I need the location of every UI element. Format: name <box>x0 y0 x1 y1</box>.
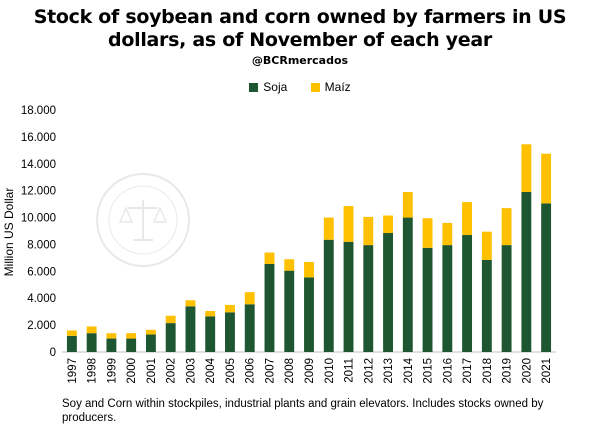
x-tick-label: 2009 <box>304 358 316 384</box>
x-tick-label: 2004 <box>205 357 217 383</box>
bar-maiz-2012 <box>363 216 374 246</box>
x-tick-label: 2006 <box>245 358 257 384</box>
bar-soja-2000 <box>126 338 137 352</box>
x-tick-label: 2000 <box>126 358 138 384</box>
bar-maiz-2011 <box>343 206 354 242</box>
bar-maiz-2000 <box>126 333 137 339</box>
bar-soja-2003 <box>185 306 196 352</box>
x-tick-label: 1998 <box>87 358 99 384</box>
x-tick-label: 2005 <box>225 358 237 384</box>
y-tick-label: 18.000 <box>21 105 56 117</box>
x-tick-label: 2007 <box>264 358 276 384</box>
bar-soja-2012 <box>363 245 374 352</box>
y-tick-label: 16.000 <box>21 132 56 144</box>
legend-item-maiz: Maíz <box>310 80 351 94</box>
legend-item-soja: Soja <box>249 80 287 94</box>
x-tick-label: 2017 <box>462 358 474 384</box>
x-tick-label: 2008 <box>284 358 296 384</box>
bar-maiz-1999 <box>106 333 117 339</box>
bar-soja-2019 <box>501 245 512 352</box>
legend-swatch-maiz <box>310 82 320 92</box>
bar-soja-2017 <box>462 235 473 352</box>
x-tick-label: 2001 <box>146 358 158 384</box>
y-tick-label: 12.000 <box>21 186 56 198</box>
y-tick-label: 6.000 <box>27 266 56 278</box>
bar-soja-1999 <box>106 338 117 352</box>
legend-swatch-soja <box>249 82 259 92</box>
bar-maiz-2015 <box>422 218 433 248</box>
y-tick-label: 14.000 <box>21 159 56 171</box>
bar-soja-2002 <box>165 323 176 352</box>
bar-maiz-2006 <box>244 292 255 305</box>
legend: Soja Maíz <box>0 80 600 95</box>
bar-soja-2008 <box>284 270 295 352</box>
bar-maiz-2004 <box>205 310 216 317</box>
footnote: Soy and Corn within stockpiles, industri… <box>62 398 544 424</box>
x-tick-label: 2002 <box>166 358 178 384</box>
bar-maiz-2009 <box>304 261 314 278</box>
bar-soja-2020 <box>521 192 532 352</box>
bar-soja-2021 <box>541 203 552 352</box>
bar-maiz-2007 <box>264 252 275 264</box>
bar-maiz-2010 <box>323 217 334 240</box>
x-tick-label: 2003 <box>185 358 197 384</box>
x-tick-label: 1999 <box>106 358 118 384</box>
bar-soja-2010 <box>323 239 334 352</box>
y-tick-label: 2.000 <box>27 320 56 332</box>
bar-soja-1997 <box>66 335 77 352</box>
bar-maiz-2020 <box>521 144 532 193</box>
y-tick-label: 4.000 <box>27 293 56 305</box>
bar-maiz-2019 <box>501 208 512 246</box>
x-tick-label: 2020 <box>521 358 533 384</box>
x-tick-label: 1997 <box>67 358 79 384</box>
bar-maiz-2021 <box>541 153 552 204</box>
bar-soja-2011 <box>343 241 354 352</box>
bar-maiz-2005 <box>225 304 235 313</box>
bar-soja-2018 <box>481 259 492 352</box>
bar-soja-2014 <box>402 217 413 352</box>
y-tick-label: 0 <box>50 347 56 359</box>
bar-soja-2015 <box>422 247 433 352</box>
x-tick-label: 2019 <box>502 358 514 384</box>
x-tick-label: 2011 <box>344 358 356 383</box>
x-tick-label: 2021 <box>541 358 553 384</box>
bar-maiz-2013 <box>383 215 393 234</box>
bar-soja-2009 <box>304 277 314 352</box>
bar-maiz-2017 <box>462 202 473 236</box>
x-tick-label: 2018 <box>482 358 494 384</box>
bar-maiz-2014 <box>402 192 413 218</box>
bar-maiz-2018 <box>481 231 492 260</box>
bar-maiz-2016 <box>442 222 453 246</box>
bar-maiz-2002 <box>165 315 176 324</box>
bar-maiz-2003 <box>185 300 196 307</box>
legend-label-soja: Soja <box>263 80 288 94</box>
x-tick-label: 2014 <box>403 357 415 383</box>
bar-maiz-2008 <box>284 259 295 271</box>
x-tick-label: 2015 <box>423 358 435 384</box>
y-axis-label: Million US Dollar <box>2 188 16 277</box>
bar-soja-2007 <box>264 263 275 352</box>
bar-maiz-1997 <box>66 330 77 336</box>
x-tick-label: 2016 <box>442 358 454 384</box>
chart-subtitle: @BCRmercados <box>251 54 349 67</box>
x-tick-label: 2010 <box>324 358 336 384</box>
bar-soja-1998 <box>86 333 97 352</box>
y-tick-label: 8.000 <box>27 239 56 251</box>
y-tick-label: 10.000 <box>21 213 56 225</box>
legend-label-maiz: Maíz <box>324 80 351 94</box>
x-tick-label: 2012 <box>363 358 375 384</box>
watermark-seal-icon <box>96 173 190 267</box>
bar-soja-2001 <box>145 334 156 352</box>
bar-soja-2006 <box>244 304 255 352</box>
x-tick-label: 2013 <box>383 358 395 384</box>
chart-title: Stock of soybean and corn owned by farme… <box>33 6 567 51</box>
bar-soja-2004 <box>205 316 216 352</box>
bar-soja-2005 <box>225 312 235 352</box>
bar-soja-2016 <box>442 245 453 352</box>
bar-soja-2013 <box>383 233 393 352</box>
bar-maiz-1998 <box>86 326 97 334</box>
bar-maiz-2001 <box>145 329 156 335</box>
